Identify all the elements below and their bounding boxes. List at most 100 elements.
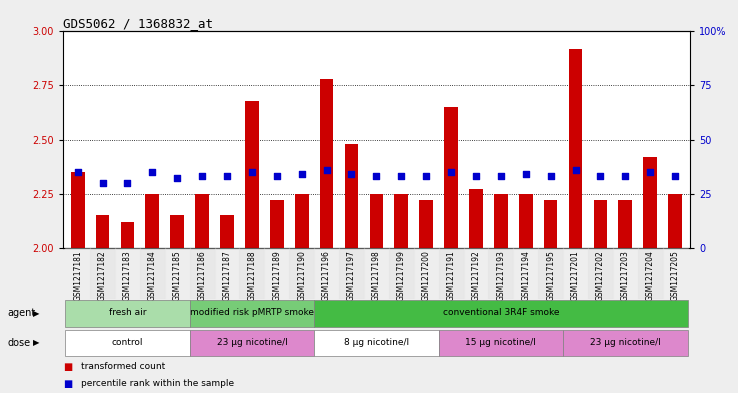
Point [470,173,482,179]
Bar [270,200,283,248]
Bar [215,248,239,299]
Text: GSM1217196: GSM1217196 [322,250,331,301]
Text: GSM1217187: GSM1217187 [223,250,232,301]
Bar [613,248,638,299]
Text: GSM1217204: GSM1217204 [646,250,655,301]
Bar [264,248,289,299]
Bar [314,330,438,356]
Bar [668,193,682,248]
Bar [314,248,339,299]
Text: GSM1217182: GSM1217182 [98,250,107,301]
Bar [438,248,463,299]
Text: GSM1217201: GSM1217201 [571,250,580,301]
Bar [444,107,458,248]
Point [221,173,233,179]
Point [445,169,457,175]
Text: GSM1217183: GSM1217183 [123,250,132,301]
Bar [489,248,514,299]
Text: ■: ■ [63,362,72,371]
Text: GSM1217202: GSM1217202 [596,250,605,301]
Text: GSM1217186: GSM1217186 [198,250,207,301]
Point [619,173,631,179]
Point [396,173,407,179]
Text: GSM1217189: GSM1217189 [272,250,281,301]
Bar [663,248,688,299]
Bar [588,248,613,299]
Bar [644,157,657,248]
Text: GSM1217192: GSM1217192 [472,250,480,301]
Bar [65,300,190,327]
Text: transformed count: transformed count [81,362,165,371]
Bar [339,248,364,299]
Bar [190,330,314,356]
Point [97,180,108,186]
Point [520,171,531,177]
Bar [394,193,408,248]
Point [271,173,283,179]
Point [296,171,308,177]
Text: GSM1217200: GSM1217200 [421,250,431,301]
Text: GSM1217185: GSM1217185 [173,250,182,301]
Text: GSM1217184: GSM1217184 [148,250,157,301]
Point [370,173,382,179]
Text: 23 µg nicotine/l: 23 µg nicotine/l [590,338,661,347]
Bar [638,248,663,299]
Bar [569,49,582,248]
Bar [120,222,134,248]
Bar [96,215,109,248]
Bar [140,248,165,299]
Bar [463,248,489,299]
Bar [65,330,190,356]
Bar [190,248,215,299]
Text: GSM1217181: GSM1217181 [73,250,82,301]
Bar [563,248,588,299]
Bar [618,200,632,248]
Bar [145,193,159,248]
Point [669,173,681,179]
Bar [65,248,90,299]
Point [196,173,208,179]
Bar [419,200,433,248]
Point [644,169,656,175]
Bar [389,248,414,299]
Bar [593,200,607,248]
Text: 15 µg nicotine/l: 15 µg nicotine/l [466,338,537,347]
Bar [320,79,334,248]
Bar [364,248,389,299]
Text: GSM1217195: GSM1217195 [546,250,555,301]
Point [122,180,134,186]
Bar [196,193,209,248]
Bar [190,300,314,327]
Text: dose: dose [7,338,30,348]
Text: GSM1217199: GSM1217199 [397,250,406,301]
Bar [245,101,259,248]
Bar [514,248,538,299]
Text: ▶: ▶ [33,338,40,347]
Bar [289,248,314,299]
Text: ▶: ▶ [33,309,40,318]
Text: GSM1217190: GSM1217190 [297,250,306,301]
Point [171,175,183,182]
Bar [538,248,563,299]
Point [246,169,258,175]
Text: GSM1217197: GSM1217197 [347,250,356,301]
Point [545,173,556,179]
Text: GSM1217205: GSM1217205 [671,250,680,301]
Bar [295,193,308,248]
Bar [71,172,85,248]
Bar [563,330,688,356]
Bar [438,330,563,356]
Text: 8 µg nicotine/l: 8 µg nicotine/l [344,338,409,347]
Text: fresh air: fresh air [108,309,146,317]
Text: control: control [111,338,143,347]
Text: conventional 3R4F smoke: conventional 3R4F smoke [443,309,559,317]
Text: GSM1217203: GSM1217203 [621,250,630,301]
Text: percentile rank within the sample: percentile rank within the sample [81,379,234,388]
Bar [314,300,688,327]
Bar [115,248,140,299]
Bar [90,248,115,299]
Text: ■: ■ [63,379,72,389]
Point [146,169,158,175]
Bar [239,248,264,299]
Text: modified risk pMRTP smoke: modified risk pMRTP smoke [190,309,314,317]
